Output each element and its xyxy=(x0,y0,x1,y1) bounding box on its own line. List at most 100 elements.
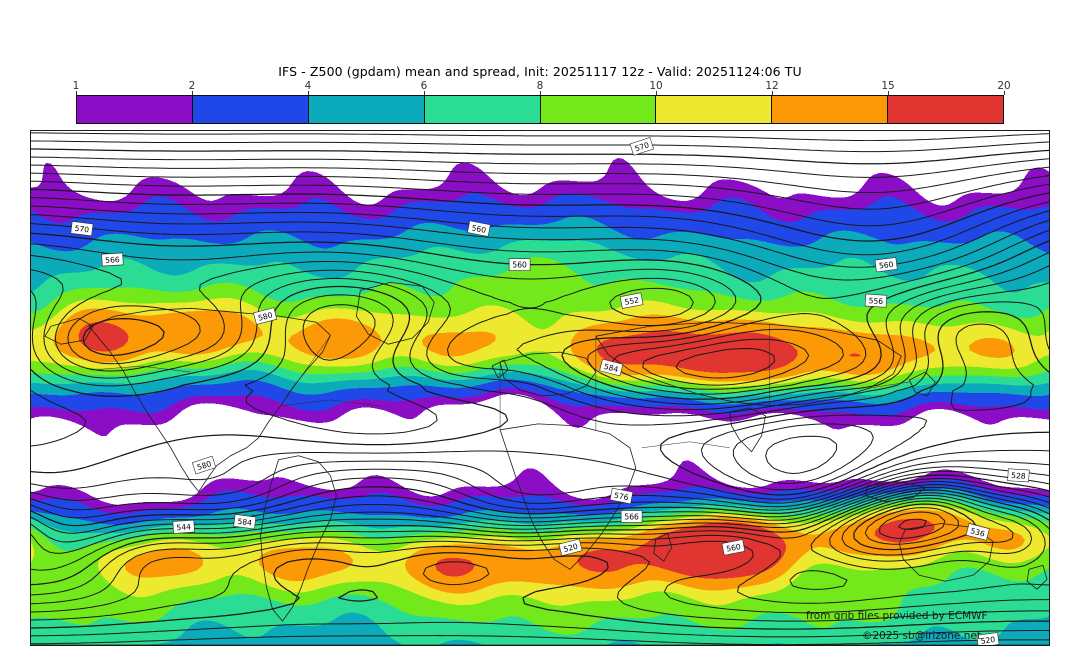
contour-label: 556 xyxy=(864,293,888,308)
mean-contour-592 xyxy=(765,435,838,474)
contour-label-text: 560 xyxy=(726,542,742,554)
mean-contour-580 xyxy=(31,285,1049,496)
mean-contour-544 xyxy=(31,197,1049,571)
mean-contour-568 xyxy=(31,254,1049,511)
global-spread-map[interactable]: 570 570 566 580 560 560 552 584 556 560 580 584 544 5… xyxy=(30,130,1050,646)
mean-contour-576 xyxy=(31,277,1049,500)
contour-label-text: 552 xyxy=(624,295,640,307)
contour-label-text: 570 xyxy=(74,224,90,235)
contour-label-text: 566 xyxy=(105,255,120,265)
colorbar-segment-6-8 xyxy=(424,96,541,123)
colorbar-tickmark-4 xyxy=(308,91,309,95)
mean-contour-516 xyxy=(31,140,1049,638)
map-canvas: 570 570 566 580 560 560 552 584 556 560 580 584 544 5… xyxy=(31,131,1049,645)
coastline-segment-3 xyxy=(260,455,337,622)
contour-label: 584 xyxy=(233,514,257,530)
colorbar-tick-15: 15 xyxy=(881,80,895,92)
mean-contour-512 xyxy=(31,132,1049,645)
contour-label-box xyxy=(620,510,643,523)
colorbar-tick-10: 10 xyxy=(649,80,663,92)
colorbar-tickmark-20 xyxy=(1004,91,1005,95)
contour-label-box xyxy=(599,358,624,377)
colorbar-tick-8: 8 xyxy=(536,80,544,92)
coastline-segment-4 xyxy=(499,423,637,570)
contour-label: 536 xyxy=(965,523,990,541)
contour-label: 544 xyxy=(172,519,195,534)
colorbar-tick-6: 6 xyxy=(420,80,428,92)
colorbar-tickmark-1 xyxy=(76,91,77,95)
mean-contour-532 xyxy=(31,172,1049,605)
colorbar-segment-10-12 xyxy=(656,96,773,123)
mean-contour-572 xyxy=(31,269,1049,504)
contour-label-box xyxy=(233,514,257,530)
contour-label-box xyxy=(70,221,94,237)
contour-label: 520 xyxy=(976,632,1000,645)
contour-label-text: 580 xyxy=(257,310,273,322)
contour-label: 580 xyxy=(253,307,278,325)
contour-label: 560 xyxy=(508,258,531,271)
colorbar-tickmark-12 xyxy=(772,91,773,95)
mean-contour-548 xyxy=(31,205,1049,554)
colorbar-segment-1-2 xyxy=(77,96,193,123)
contour-label-layer: 570 570 566 580 560 560 552 584 556 560 580 584 544 5… xyxy=(70,137,1030,645)
contour-label-text: 556 xyxy=(868,296,883,306)
mean-contour-520 xyxy=(31,148,1049,630)
contour-label: 560 xyxy=(467,220,491,237)
mean-contour-layer xyxy=(31,132,1049,645)
border-line-4 xyxy=(280,335,331,407)
mean-contour-560 xyxy=(31,232,1049,527)
contour-label: 520 xyxy=(558,538,583,557)
contour-label-box xyxy=(558,538,583,557)
contour-label-box xyxy=(101,252,124,267)
colorbar-gradient xyxy=(76,95,1004,124)
contour-label: 570 xyxy=(70,221,94,237)
colorbar-segment-8-10 xyxy=(540,96,657,123)
contour-label-box xyxy=(864,293,888,308)
contour-label-box xyxy=(1007,468,1030,483)
contour-label: 528 xyxy=(1007,468,1030,483)
coastline-segment-12 xyxy=(908,371,936,397)
contour-label-text: 570 xyxy=(634,140,651,153)
colorbar-tickmark-2 xyxy=(192,91,193,95)
mean-contour-564 xyxy=(31,243,1049,519)
colorbar-tickmark-10 xyxy=(656,91,657,95)
colorbar-segment-15-20 xyxy=(888,96,1003,123)
contour-label-text: 520 xyxy=(980,635,996,645)
contour-label-box xyxy=(609,487,634,505)
contour-label-box xyxy=(191,455,217,475)
border-line-7 xyxy=(869,381,910,389)
contour-label-box xyxy=(721,539,746,556)
colorbar-segment-2-4 xyxy=(192,96,309,123)
contour-label-box xyxy=(629,137,654,156)
colorbar-tick-12: 12 xyxy=(765,80,779,92)
colorbar-tick-20: 20 xyxy=(997,80,1011,92)
coastline-segment-5 xyxy=(499,351,597,397)
contour-label-box xyxy=(508,258,531,271)
mean-contour-528 xyxy=(31,164,1049,614)
mean-contour-536 xyxy=(31,180,1049,596)
contour-label: 560 xyxy=(874,257,898,273)
contour-label: 552 xyxy=(619,292,644,309)
contour-label: 584 xyxy=(599,358,624,377)
colorbar-segment-4-6 xyxy=(308,96,425,123)
contour-label: 566 xyxy=(620,510,643,523)
colorbar-tick-4: 4 xyxy=(304,80,312,92)
contour-label-box xyxy=(253,307,278,325)
contour-label-text: 528 xyxy=(1011,471,1026,481)
contour-label-text: 584 xyxy=(603,362,619,374)
border-line-6 xyxy=(90,365,191,373)
mean-contour-508 xyxy=(898,518,927,531)
colorbar-tickmark-8 xyxy=(540,91,541,95)
contour-label-box xyxy=(172,519,195,534)
contour-label-box xyxy=(467,220,491,237)
colorbar-tick-marks xyxy=(76,91,1005,95)
contour-label-box xyxy=(965,523,990,541)
credit-author: ©2025 sb@irizone.net xyxy=(862,630,981,642)
colorbar-tickmark-6 xyxy=(424,91,425,95)
colorbar-tick-2: 2 xyxy=(188,80,196,92)
border-line-5 xyxy=(641,441,730,449)
coastline-segment-1 xyxy=(355,282,435,345)
contour-label-box xyxy=(976,632,1000,645)
contour-label-text: 560 xyxy=(471,223,487,235)
contour-label-text: 576 xyxy=(613,491,629,503)
